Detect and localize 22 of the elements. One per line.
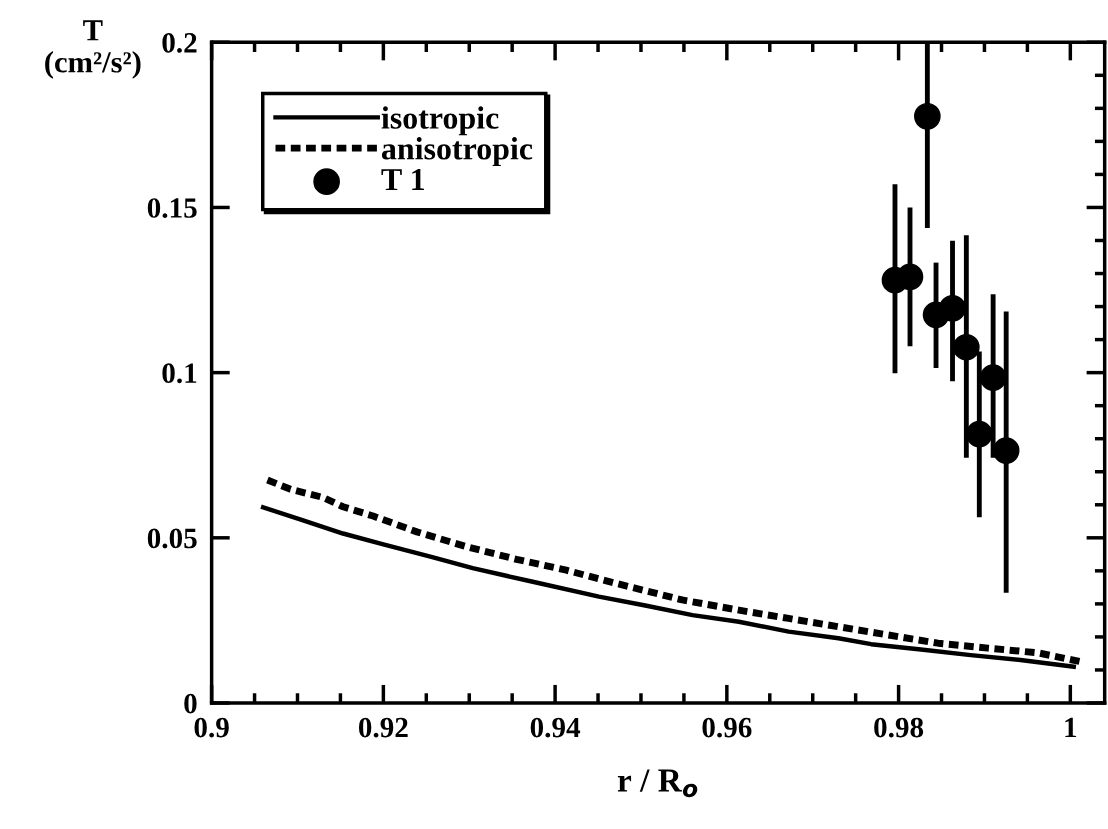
- point: [939, 294, 966, 322]
- y-tick-label: 0.15: [147, 198, 197, 218]
- y-tick-label: 0.2: [162, 33, 197, 53]
- x-tick-label: 0.94: [530, 717, 581, 738]
- y-tick-label: 0.1: [162, 363, 197, 384]
- x-tick-label: 0.9: [194, 717, 229, 738]
- x-axis-title: r / R$_{o}$: [617, 769, 698, 798]
- point: [992, 437, 1020, 464]
- y-tick-label: 0.05: [147, 528, 197, 549]
- x-tick-label: 0.98: [874, 717, 924, 738]
- legend-label: anisotropic: [381, 137, 533, 167]
- y-axis-title: T (cm²/s²): [45, 20, 141, 79]
- point: [979, 364, 1007, 391]
- point: [914, 102, 941, 130]
- y-tick-label: 0: [184, 693, 197, 714]
- point: [965, 420, 993, 448]
- legend-label: isotropic: [381, 106, 499, 136]
- x-tick-label: 1: [1065, 717, 1077, 738]
- point: [953, 333, 980, 361]
- x-tick-label: 0.96: [702, 717, 752, 738]
- legend-label: T 1: [381, 168, 424, 191]
- x-tick-label: 0.92: [358, 717, 408, 738]
